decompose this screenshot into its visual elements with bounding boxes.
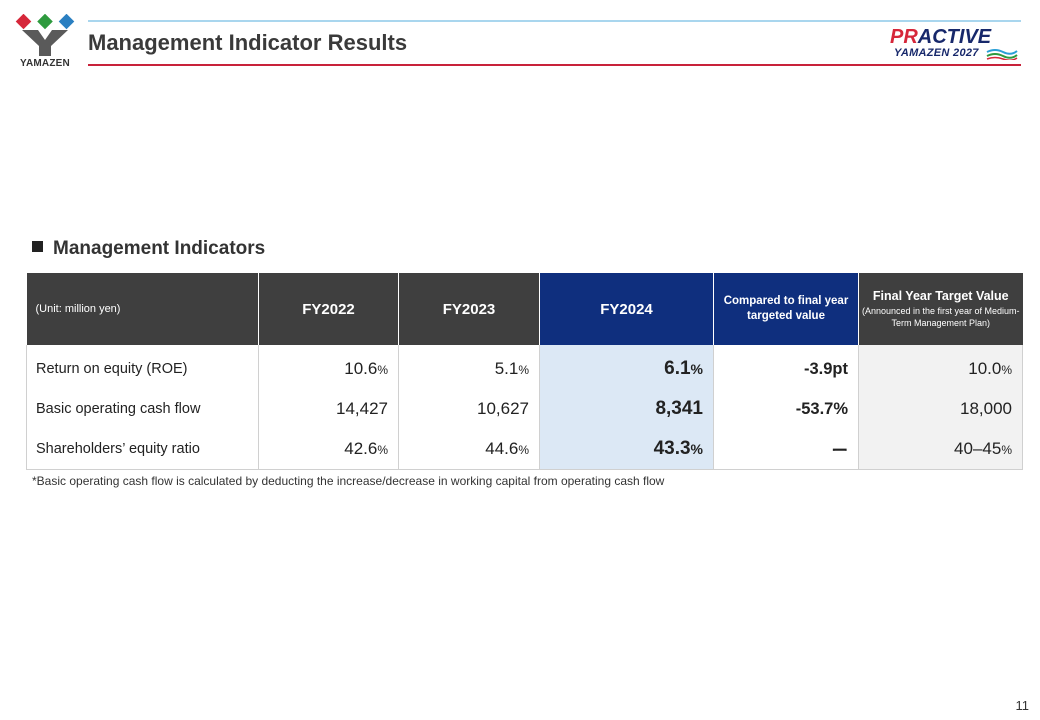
cell-fy2022: 42.6% [258, 429, 399, 470]
cell-fy2022: 14,427 [258, 389, 399, 429]
cell-fy2022: 10.6% [258, 345, 399, 389]
cell-compared: -3.9pt [713, 345, 859, 389]
management-indicators-table: (Unit: million yen) FY2022 FY2023 FY2024… [26, 273, 1023, 470]
logo-text: YAMAZEN [20, 58, 70, 69]
cell-compared: ー [713, 429, 859, 470]
brand-part-2: ACTIVE [917, 26, 992, 48]
section-heading: Management Indicators [32, 238, 265, 260]
col-header-compared: Compared to final year targeted value [713, 273, 859, 345]
table-row-basic-ocf: Basic operating cash flow 14,427 10,627 … [26, 389, 1023, 429]
cell-fy2023: 10,627 [398, 389, 540, 429]
page-number: 11 [1015, 698, 1030, 713]
section-heading-text: Management Indicators [53, 238, 266, 259]
cell-final-target: 40–45% [858, 429, 1023, 470]
brand-part-1: PR [890, 26, 918, 48]
wave-icon [986, 49, 1018, 60]
proactive-brand-logo: PRACTIVE YAMAZEN 2027 [884, 26, 1024, 62]
cell-fy2024: 6.1% [539, 345, 714, 389]
table-row-roe: Return on equity (ROE) 10.6% 5.1% 6.1% -… [26, 345, 1023, 389]
header-bottom-rule [88, 64, 1021, 66]
col-header-fy2022: FY2022 [258, 273, 399, 345]
col-header-final-target: Final Year Target Value (Announced in th… [858, 273, 1023, 345]
table-header-row: (Unit: million yen) FY2022 FY2023 FY2024… [26, 273, 1023, 345]
header-top-rule [88, 20, 1021, 22]
row-label: Basic operating cash flow [26, 389, 259, 429]
page-title: Management Indicator Results [88, 30, 408, 55]
col-header-fy2024: FY2024 [539, 273, 714, 345]
unit-label: (Unit: million yen) [26, 273, 259, 345]
col-header-fy2023: FY2023 [398, 273, 540, 345]
cell-fy2023: 5.1% [398, 345, 540, 389]
cell-final-target: 18,000 [858, 389, 1023, 429]
table-row-equity-ratio: Shareholders’ equity ratio 42.6% 44.6% 4… [26, 429, 1023, 470]
cell-fy2023: 44.6% [398, 429, 540, 470]
yamazen-logo: YAMAZEN [14, 13, 76, 74]
row-label: Return on equity (ROE) [26, 345, 259, 389]
cell-final-target: 10.0% [858, 345, 1023, 389]
cell-fy2024: 8,341 [539, 389, 714, 429]
square-bullet-icon [32, 241, 43, 252]
brand-subtitle: YAMAZEN 2027 [894, 47, 979, 59]
final-target-note: (Announced in the first year of Medium-T… [861, 306, 1020, 328]
cell-compared: -53.7% [713, 389, 859, 429]
brand-wordmark: PRACTIVE [890, 26, 991, 49]
yamazen-logo-mark [15, 13, 75, 56]
footnote: *Basic operating cash flow is calculated… [32, 474, 665, 488]
row-label: Shareholders’ equity ratio [26, 429, 259, 470]
cell-fy2024: 43.3% [539, 429, 714, 470]
final-target-title: Final Year Target Value [872, 289, 1009, 303]
